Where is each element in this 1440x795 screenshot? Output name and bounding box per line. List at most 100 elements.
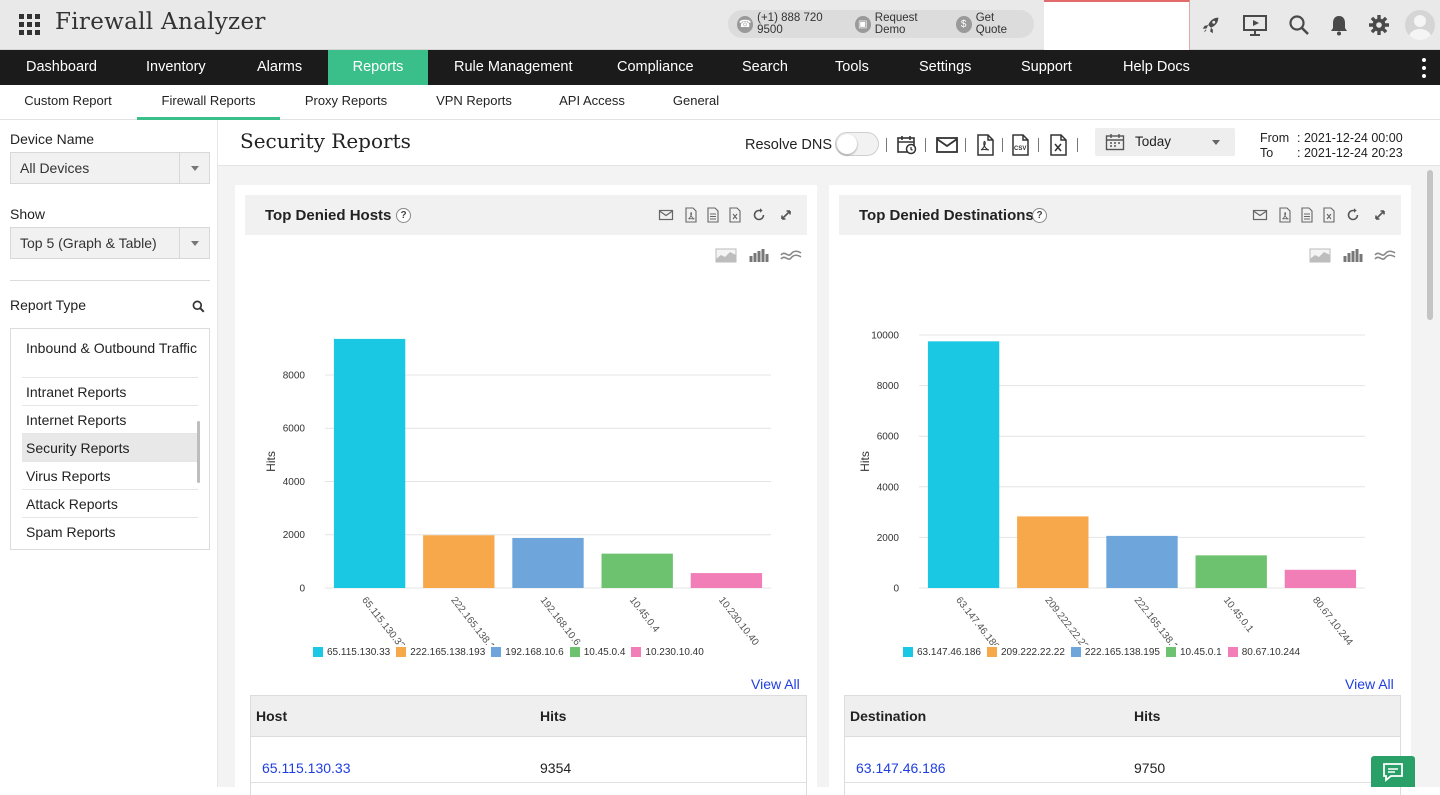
legend-item[interactable]: 10.230.10.40 bbox=[631, 647, 704, 658]
chart-bar[interactable] bbox=[333, 338, 406, 588]
report-type-item[interactable]: Virus Reports bbox=[22, 462, 198, 490]
report-type-item[interactable]: Attack Reports bbox=[22, 490, 198, 518]
report-type-item-active[interactable]: Security Reports bbox=[22, 434, 198, 462]
gear-icon[interactable] bbox=[1364, 10, 1394, 40]
search-icon[interactable] bbox=[1284, 10, 1314, 40]
chart-bar[interactable] bbox=[1106, 535, 1178, 588]
help-icon[interactable]: ? bbox=[396, 208, 411, 223]
period-select[interactable]: Today bbox=[1095, 128, 1235, 156]
nav-search[interactable]: Search bbox=[742, 59, 788, 75]
chart-bar[interactable] bbox=[423, 535, 495, 588]
view-all-link[interactable]: View All bbox=[1345, 676, 1394, 692]
excel-icon[interactable] bbox=[727, 207, 743, 223]
show-select[interactable]: Top 5 (Graph & Table) bbox=[10, 227, 210, 259]
chat-button[interactable] bbox=[1371, 756, 1415, 787]
legend-item[interactable]: 10.45.0.1 bbox=[1165, 647, 1222, 658]
nav-dashboard[interactable]: Dashboard bbox=[26, 59, 97, 75]
nav-support[interactable]: Support bbox=[1021, 59, 1072, 75]
report-list-scrollbar[interactable] bbox=[197, 421, 200, 483]
report-type-item[interactable]: Spam Reports bbox=[26, 524, 116, 540]
csv-icon[interactable] bbox=[705, 207, 721, 223]
bell-icon[interactable] bbox=[1324, 10, 1354, 40]
column-header-destination[interactable]: Destination bbox=[850, 708, 927, 724]
user-avatar-icon[interactable] bbox=[1405, 10, 1435, 40]
csv-icon[interactable]: CSV bbox=[1010, 134, 1032, 156]
get-quote-link[interactable]: $ Get Quote bbox=[955, 12, 1026, 36]
report-type-item[interactable]: Intranet Reports bbox=[22, 378, 198, 406]
schedule-icon[interactable] bbox=[896, 134, 918, 156]
bar-chart-icon[interactable] bbox=[1342, 247, 1364, 263]
panel-title: Top Denied Hosts bbox=[265, 207, 392, 224]
global-search-box[interactable] bbox=[1044, 0, 1190, 50]
legend-item[interactable]: 65.115.130.33 bbox=[313, 647, 390, 658]
legend-item[interactable]: 192.168.10.6 bbox=[491, 647, 564, 658]
excel-icon[interactable] bbox=[1048, 134, 1070, 156]
email-icon[interactable] bbox=[658, 207, 674, 223]
request-demo-link[interactable]: ▣ Request Demo bbox=[854, 12, 948, 36]
nav-settings[interactable]: Settings bbox=[919, 59, 972, 75]
legend-item[interactable]: 10.45.0.4 bbox=[569, 647, 625, 658]
nav-reports[interactable]: Reports bbox=[328, 50, 428, 85]
presentation-icon[interactable] bbox=[1240, 10, 1270, 40]
content-scrollbar[interactable] bbox=[1425, 170, 1435, 780]
view-all-link[interactable]: View All bbox=[751, 676, 800, 692]
nav-help-docs[interactable]: Help Docs bbox=[1123, 59, 1190, 75]
email-icon[interactable] bbox=[935, 134, 958, 156]
maximize-icon[interactable] bbox=[778, 207, 794, 223]
subnav-proxy-reports[interactable]: Proxy Reports bbox=[304, 93, 388, 108]
pdf-icon[interactable] bbox=[975, 134, 997, 156]
apps-grid-icon[interactable] bbox=[19, 14, 40, 35]
chart-bar[interactable] bbox=[1195, 555, 1267, 588]
report-type-search-icon[interactable] bbox=[192, 300, 205, 318]
nav-compliance[interactable]: Compliance bbox=[617, 59, 694, 75]
line-chart-icon[interactable] bbox=[780, 247, 802, 263]
area-chart-icon[interactable] bbox=[1309, 247, 1331, 263]
excel-icon[interactable] bbox=[1321, 207, 1337, 223]
nav-alarms[interactable]: Alarms bbox=[257, 59, 303, 75]
chart-bar[interactable] bbox=[601, 553, 673, 588]
subnav-general[interactable]: General bbox=[672, 93, 720, 108]
csv-icon[interactable] bbox=[1299, 207, 1315, 223]
chart-bar[interactable] bbox=[512, 537, 584, 588]
pdf-icon[interactable] bbox=[1277, 207, 1293, 223]
legend-item[interactable]: 63.147.46.186 bbox=[903, 647, 981, 658]
chart-bar[interactable] bbox=[1284, 569, 1357, 588]
legend-item[interactable]: 222.165.138.193 bbox=[396, 647, 485, 658]
scrollbar-thumb[interactable] bbox=[1427, 170, 1433, 320]
line-chart-icon[interactable] bbox=[1374, 247, 1396, 263]
chart-bar[interactable] bbox=[927, 341, 1000, 588]
resolve-dns-toggle[interactable] bbox=[835, 132, 879, 156]
subnav-firewall-reports[interactable]: Firewall Reports bbox=[137, 85, 280, 120]
refresh-icon[interactable] bbox=[751, 207, 767, 223]
pdf-icon[interactable] bbox=[683, 207, 699, 223]
help-icon[interactable]: ? bbox=[1032, 208, 1047, 223]
legend-item[interactable]: 80.67.10.244 bbox=[1227, 647, 1300, 658]
rocket-icon[interactable] bbox=[1196, 10, 1226, 40]
nav-rule-management[interactable]: Rule Management bbox=[454, 59, 573, 75]
legend-item[interactable]: 222.165.138.195 bbox=[1070, 647, 1160, 658]
destination-link[interactable]: 63.147.46.186 bbox=[856, 760, 946, 776]
column-header-host[interactable]: Host bbox=[256, 708, 288, 724]
column-header-hits[interactable]: Hits bbox=[1134, 708, 1161, 724]
subnav-api-access[interactable]: API Access bbox=[559, 93, 625, 108]
subnav-vpn-reports[interactable]: VPN Reports bbox=[436, 93, 512, 108]
legend-item[interactable]: 209.222.22.22 bbox=[986, 647, 1065, 658]
refresh-icon[interactable] bbox=[1345, 207, 1361, 223]
device-select[interactable]: All Devices bbox=[10, 152, 210, 184]
email-icon[interactable] bbox=[1252, 207, 1268, 223]
column-header-hits[interactable]: Hits bbox=[540, 708, 567, 724]
nav-tools[interactable]: Tools bbox=[835, 59, 869, 75]
chart-bar[interactable] bbox=[690, 573, 763, 588]
phone-link[interactable]: ☎ (+1) 888 720 9500 bbox=[737, 12, 847, 36]
bar-chart-icon[interactable] bbox=[748, 247, 770, 263]
host-link[interactable]: 65.115.130.33 bbox=[262, 760, 351, 776]
report-type-item[interactable]: Internet Reports bbox=[22, 406, 198, 434]
area-chart-icon[interactable] bbox=[715, 247, 737, 263]
nav-inventory[interactable]: Inventory bbox=[146, 59, 206, 75]
chart-bar[interactable] bbox=[1017, 516, 1089, 588]
show-select-value: Top 5 (Graph & Table) bbox=[20, 235, 157, 251]
more-options-icon[interactable] bbox=[1421, 58, 1427, 78]
maximize-icon[interactable] bbox=[1372, 207, 1388, 223]
subnav-custom-report[interactable]: Custom Report bbox=[24, 93, 112, 108]
report-type-item[interactable]: Inbound & Outbound Traffic bbox=[22, 338, 198, 378]
